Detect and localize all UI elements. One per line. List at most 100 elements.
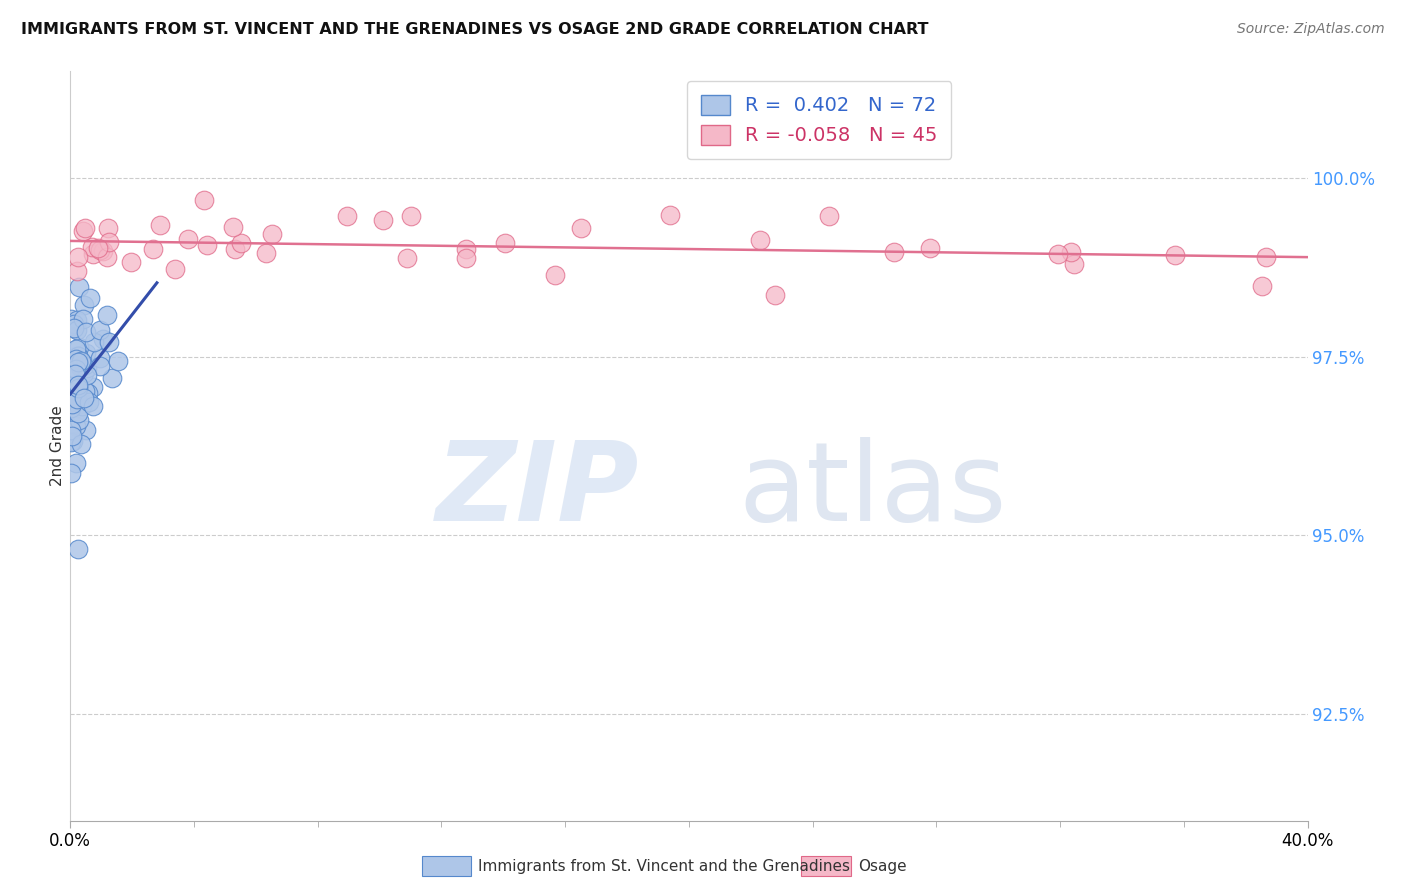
Point bbox=[60, 435, 83, 450]
Point bbox=[399, 209, 422, 223]
Point bbox=[260, 227, 283, 241]
Point bbox=[373, 213, 395, 227]
Point bbox=[73, 358, 96, 372]
Point bbox=[63, 389, 86, 403]
Text: atlas: atlas bbox=[738, 437, 1007, 544]
Point bbox=[66, 387, 89, 401]
Point bbox=[89, 351, 111, 365]
Point bbox=[66, 349, 89, 363]
Text: Osage: Osage bbox=[858, 859, 907, 873]
Point bbox=[818, 209, 841, 223]
Point bbox=[67, 280, 90, 294]
Point bbox=[67, 381, 90, 395]
Point bbox=[72, 224, 94, 238]
Point bbox=[107, 354, 129, 368]
Point bbox=[883, 244, 905, 259]
Point bbox=[1046, 246, 1069, 260]
Point bbox=[920, 241, 942, 255]
Point bbox=[69, 437, 91, 451]
Point bbox=[70, 353, 93, 368]
Point bbox=[96, 308, 118, 322]
Point bbox=[67, 340, 90, 354]
Point bbox=[89, 359, 111, 374]
Point bbox=[82, 247, 104, 261]
Point bbox=[91, 244, 114, 258]
Point bbox=[66, 323, 89, 337]
Point bbox=[229, 236, 252, 251]
Point bbox=[63, 391, 86, 405]
Point bbox=[87, 241, 110, 255]
Point bbox=[66, 392, 89, 406]
Point bbox=[65, 264, 87, 278]
Point bbox=[69, 359, 91, 373]
Point bbox=[75, 345, 97, 359]
Point bbox=[82, 380, 104, 394]
Point bbox=[73, 391, 96, 405]
Point bbox=[763, 288, 786, 302]
Point bbox=[67, 379, 90, 393]
Point bbox=[60, 428, 83, 442]
Point bbox=[65, 456, 87, 470]
Point bbox=[454, 242, 477, 256]
Point bbox=[69, 413, 91, 427]
Point bbox=[658, 208, 681, 222]
Point bbox=[62, 320, 84, 334]
Point bbox=[97, 221, 120, 235]
Point bbox=[60, 311, 83, 326]
Point bbox=[65, 342, 87, 356]
Point bbox=[59, 389, 82, 403]
Point bbox=[193, 193, 215, 207]
Point bbox=[76, 361, 98, 376]
Point bbox=[195, 237, 218, 252]
Point bbox=[66, 313, 89, 327]
Point bbox=[222, 219, 245, 234]
Point bbox=[67, 406, 90, 420]
Point bbox=[177, 232, 200, 246]
Point bbox=[79, 291, 101, 305]
Point bbox=[494, 236, 516, 251]
Point bbox=[76, 368, 98, 382]
Point bbox=[73, 384, 96, 398]
Point bbox=[89, 323, 111, 337]
Point bbox=[62, 434, 84, 448]
Point bbox=[749, 233, 772, 247]
Point bbox=[73, 221, 96, 235]
Point bbox=[70, 399, 93, 413]
Point bbox=[73, 298, 96, 312]
Point bbox=[454, 252, 477, 266]
Point bbox=[63, 367, 86, 381]
Point bbox=[60, 401, 83, 415]
Point bbox=[63, 318, 86, 332]
Y-axis label: 2nd Grade: 2nd Grade bbox=[49, 406, 65, 486]
Point bbox=[63, 350, 86, 364]
Point bbox=[75, 325, 97, 339]
Point bbox=[96, 250, 118, 264]
Point bbox=[66, 404, 89, 418]
Point bbox=[395, 251, 418, 265]
Point bbox=[80, 240, 103, 254]
Point bbox=[224, 243, 246, 257]
Point bbox=[77, 394, 100, 409]
Text: ZIP: ZIP bbox=[436, 437, 640, 544]
Point bbox=[67, 251, 90, 265]
Point bbox=[336, 209, 359, 223]
Point bbox=[72, 312, 94, 326]
Point bbox=[1250, 278, 1272, 293]
Point bbox=[569, 220, 592, 235]
Legend: R =  0.402   N = 72, R = -0.058   N = 45: R = 0.402 N = 72, R = -0.058 N = 45 bbox=[688, 81, 952, 159]
Text: IMMIGRANTS FROM ST. VINCENT AND THE GRENADINES VS OSAGE 2ND GRADE CORRELATION CH: IMMIGRANTS FROM ST. VINCENT AND THE GREN… bbox=[21, 22, 928, 37]
Point bbox=[65, 419, 87, 434]
Point bbox=[1059, 245, 1081, 260]
Point bbox=[77, 386, 100, 401]
Point bbox=[72, 366, 94, 380]
Point bbox=[97, 235, 120, 249]
Point bbox=[67, 378, 90, 392]
Point bbox=[544, 268, 567, 283]
Point bbox=[165, 262, 187, 277]
Point bbox=[62, 318, 84, 333]
Point bbox=[142, 242, 165, 256]
Point bbox=[67, 542, 90, 557]
Point bbox=[149, 219, 172, 233]
Point bbox=[120, 254, 142, 268]
Text: Source: ZipAtlas.com: Source: ZipAtlas.com bbox=[1237, 22, 1385, 37]
